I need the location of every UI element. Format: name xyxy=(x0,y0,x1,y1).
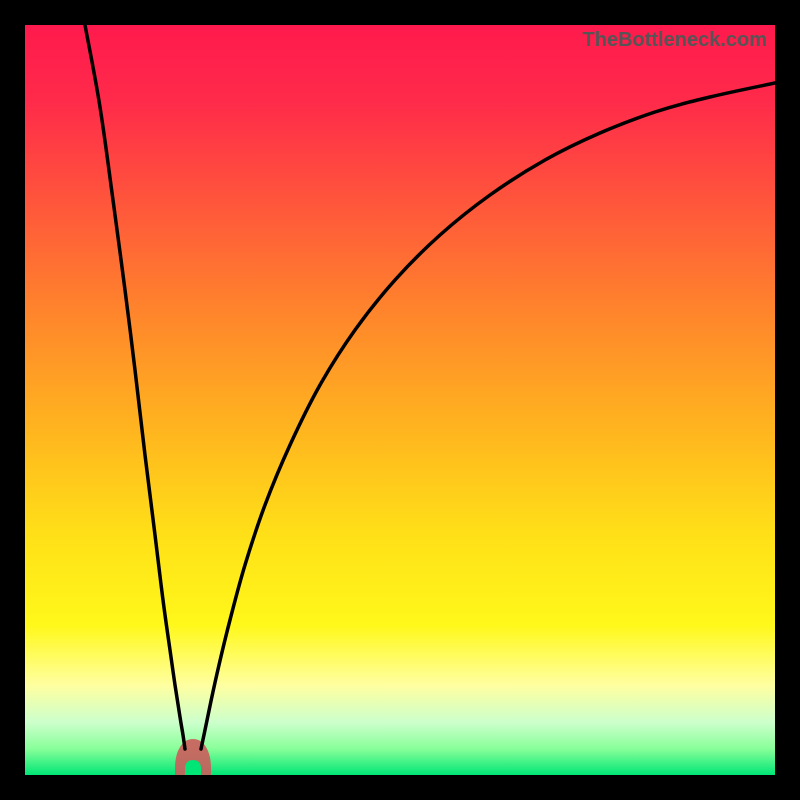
chart-frame: TheBottleneck.com xyxy=(0,0,800,800)
watermark-text: TheBottleneck.com xyxy=(583,29,767,52)
curves-layer xyxy=(25,25,775,775)
right-curve xyxy=(201,83,775,749)
plot-area: TheBottleneck.com xyxy=(25,25,775,775)
left-curve xyxy=(85,25,185,749)
